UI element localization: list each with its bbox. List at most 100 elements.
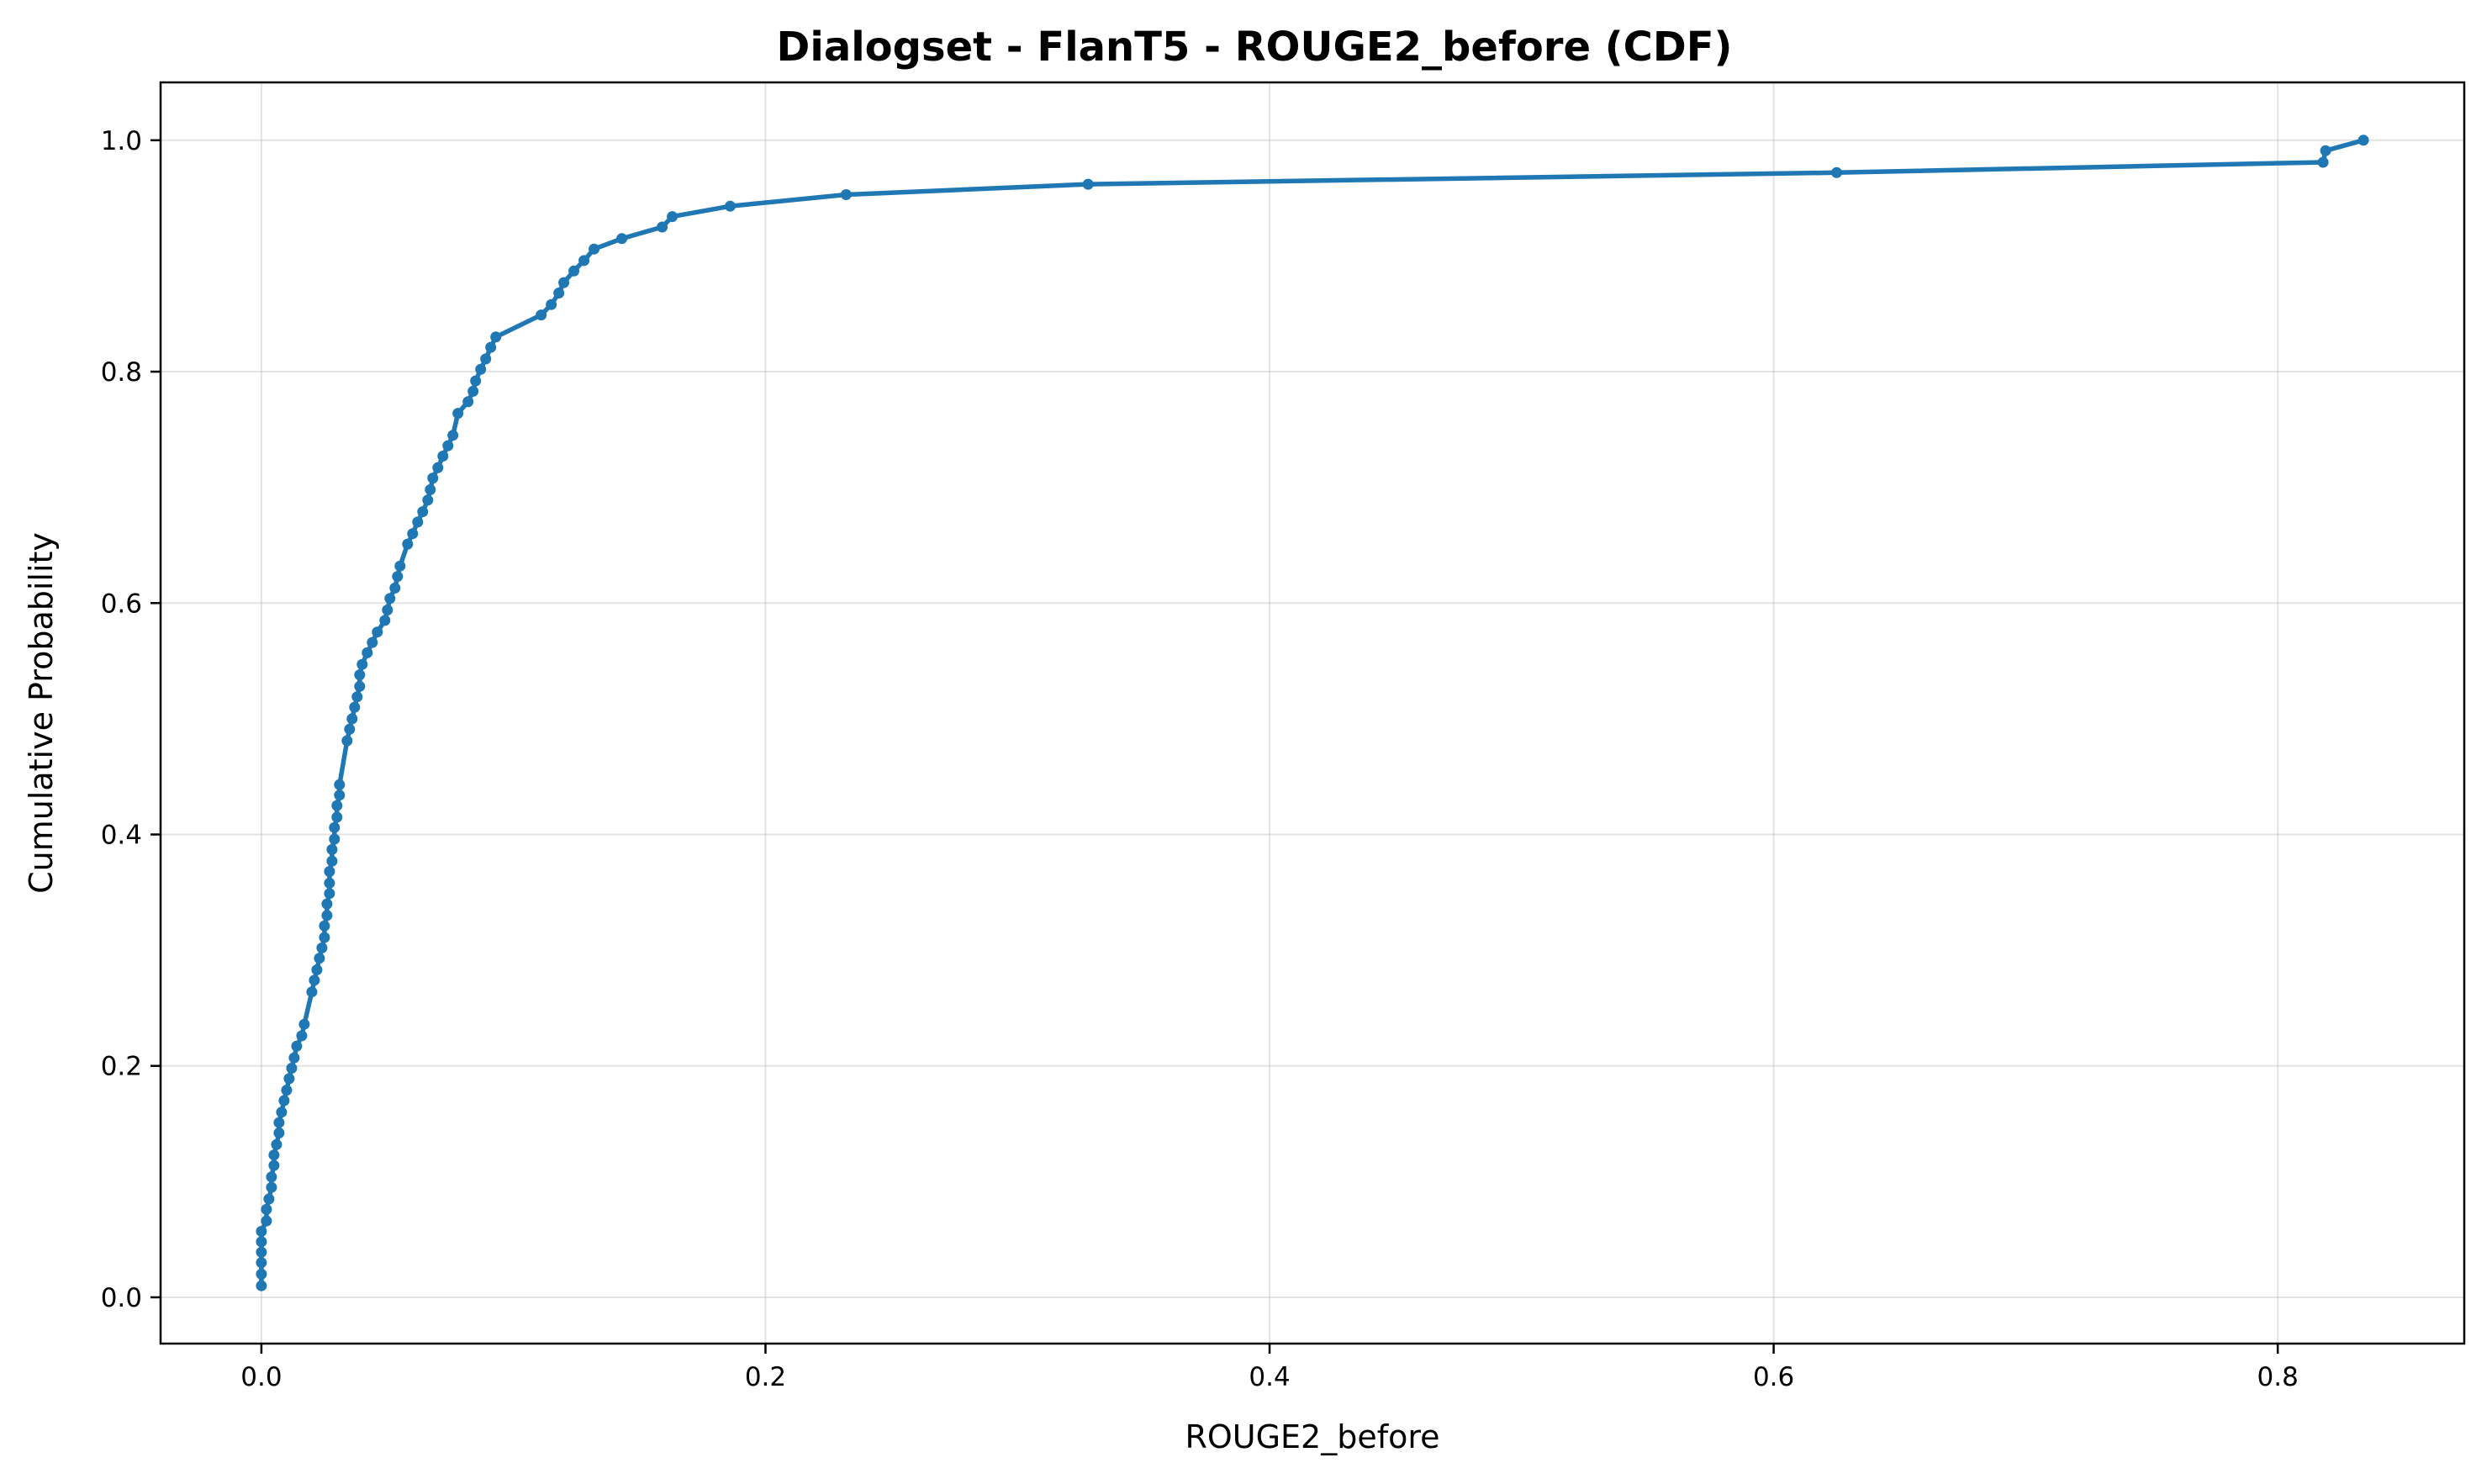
data-point <box>256 1226 267 1237</box>
data-point <box>281 1085 293 1096</box>
x-axis-label: ROUGE2_before <box>1185 1418 1439 1455</box>
data-point <box>286 1063 298 1074</box>
data-point <box>447 430 459 441</box>
data-point <box>667 211 678 223</box>
data-point <box>437 451 449 462</box>
data-point <box>616 233 628 245</box>
data-point <box>334 779 346 790</box>
y-tick-label: 0.8 <box>101 357 142 388</box>
data-point <box>261 1215 272 1227</box>
data-point <box>452 408 464 420</box>
x-tick-label: 0.4 <box>1249 1362 1290 1392</box>
data-point <box>1082 178 1094 190</box>
data-point <box>480 353 492 365</box>
data-point <box>389 582 401 594</box>
data-point <box>362 647 373 658</box>
data-point <box>326 855 338 867</box>
data-point <box>314 953 325 964</box>
x-tick-label: 0.0 <box>240 1362 282 1392</box>
y-axis-ticks: 0.0 0.2 0.4 0.6 0.8 1.0 <box>101 126 161 1313</box>
data-point <box>321 898 333 910</box>
data-point <box>309 974 320 986</box>
series-cdf <box>256 135 2369 1291</box>
y-axis-label: Cumulative Probability <box>23 532 60 894</box>
data-point <box>470 375 482 387</box>
data-point <box>351 691 363 703</box>
data-point <box>268 1149 280 1161</box>
data-point <box>425 483 436 495</box>
data-point <box>354 680 366 692</box>
data-point <box>1831 166 1842 178</box>
data-point <box>329 833 341 845</box>
data-point <box>278 1095 290 1106</box>
x-tick-label: 0.8 <box>2257 1362 2299 1392</box>
data-point <box>417 506 429 518</box>
data-point <box>268 1159 280 1171</box>
data-point <box>319 920 330 932</box>
data-point <box>442 440 454 452</box>
data-point <box>462 396 474 408</box>
data-point <box>346 713 358 725</box>
data-point <box>326 843 338 855</box>
x-tick-label: 0.2 <box>745 1362 786 1392</box>
plot-frame <box>159 81 2466 1345</box>
data-point <box>558 277 570 288</box>
data-point <box>427 473 439 484</box>
data-point <box>412 516 424 528</box>
data-point <box>273 1128 285 1138</box>
y-tick-label: 0.6 <box>101 589 142 619</box>
y-tick-label: 0.0 <box>101 1283 142 1313</box>
data-point <box>467 385 479 397</box>
data-point <box>271 1138 282 1150</box>
data-point <box>372 626 383 638</box>
data-point <box>321 910 333 922</box>
data-point <box>384 593 396 605</box>
data-point <box>296 1030 308 1042</box>
grid <box>161 82 2464 1344</box>
data-point <box>840 189 852 200</box>
data-point <box>394 560 406 572</box>
data-point <box>422 494 434 506</box>
y-tick-label: 1.0 <box>101 126 142 156</box>
data-point <box>266 1171 277 1183</box>
data-point <box>263 1193 275 1205</box>
data-point <box>283 1073 295 1085</box>
data-point <box>324 877 335 889</box>
data-point <box>657 221 668 233</box>
data-point <box>273 1117 285 1128</box>
data-point <box>475 363 487 375</box>
y-tick-label: 0.2 <box>101 1052 142 1082</box>
data-point <box>261 1203 272 1215</box>
data-point <box>578 255 590 267</box>
data-point <box>546 298 557 310</box>
data-point <box>324 888 335 900</box>
data-point <box>568 265 580 277</box>
data-point <box>344 723 356 735</box>
data-point <box>725 200 736 212</box>
data-point <box>316 942 328 953</box>
data-point <box>536 309 547 321</box>
data-point <box>2357 135 2369 146</box>
data-point <box>367 636 378 648</box>
data-point <box>402 538 414 550</box>
data-point <box>485 341 497 353</box>
data-point <box>266 1181 277 1193</box>
data-point <box>306 986 318 998</box>
data-point <box>256 1236 267 1248</box>
data-point <box>331 800 343 811</box>
data-point <box>256 1246 267 1258</box>
data-point <box>392 571 404 583</box>
data-point <box>334 790 346 801</box>
data-point <box>432 462 444 473</box>
data-point <box>256 1257 267 1269</box>
data-point <box>324 866 335 877</box>
data-point <box>2320 145 2331 156</box>
data-point <box>354 669 366 681</box>
y-tick-label: 0.4 <box>101 820 142 850</box>
data-point <box>553 288 565 298</box>
data-point <box>331 811 343 823</box>
data-point <box>407 528 419 540</box>
data-point <box>589 243 600 255</box>
